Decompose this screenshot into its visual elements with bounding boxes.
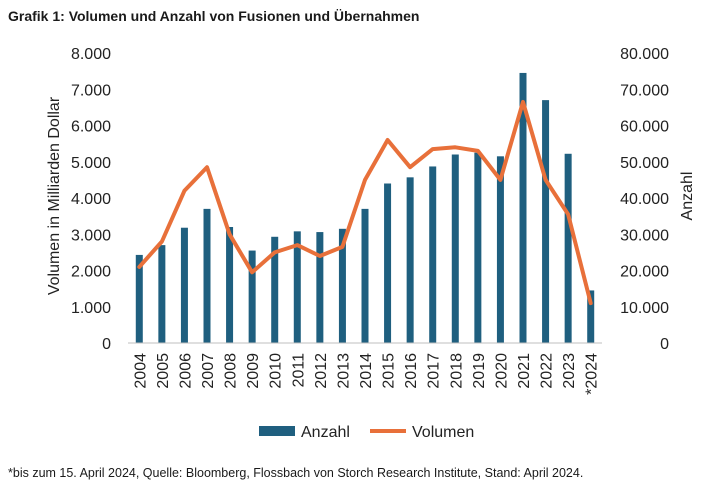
bar-anzahl-2016 [406, 177, 414, 343]
bar-anzahl-2004 [135, 254, 143, 343]
bar-anzahl-2023 [564, 153, 572, 343]
y-right-axis-label: Anzahl [679, 172, 696, 221]
bar-anzahl-2005 [158, 245, 166, 343]
bar-anzahl-2010 [271, 236, 279, 343]
bar-anzahl-2013 [338, 228, 346, 343]
x-tick-label: *2024 [584, 353, 601, 395]
y-left-tick-label: 5.000 [71, 155, 111, 172]
y-left-tick-label: 7.000 [71, 82, 111, 99]
bar-anzahl-2014 [361, 208, 369, 343]
x-tick-label: 2010 [268, 353, 285, 389]
y-left-tick-label: 3.000 [71, 227, 111, 244]
y-left-tick-label: 2.000 [71, 264, 111, 281]
bar-anzahl-2024 [587, 290, 595, 343]
y-left-tick-label: 1.000 [71, 300, 111, 317]
y-left-tick-label: 6.000 [71, 119, 111, 136]
footnote: *bis zum 15. April 2024, Quelle: Bloombe… [8, 466, 584, 480]
left-axis-ticks: 0 1.000 2.000 3.000 4.000 5.000 6.000 7.000 8.00… [71, 46, 111, 353]
y-right-tick-label: 70.000 [620, 82, 669, 99]
chart-title: Grafik 1: Volumen und Anzahl von Fusione… [8, 8, 420, 24]
bar-anzahl-2018 [451, 154, 459, 343]
bar-anzahl-2008 [226, 227, 234, 343]
y-left-tick-label: 0 [102, 336, 111, 353]
y-right-tick-label: 10.000 [620, 300, 669, 317]
y-right-tick-label: 80.000 [620, 46, 669, 63]
y-right-tick-label: 30.000 [620, 227, 669, 244]
legend-label-volumen: Volumen [412, 424, 474, 441]
y-right-tick-label: 0 [660, 336, 669, 353]
x-tick-label: 2005 [155, 353, 172, 389]
bar-anzahl-2011 [293, 231, 301, 343]
x-tick-label: 2006 [177, 353, 194, 389]
y-right-tick-label: 60.000 [620, 119, 669, 136]
x-tick-label: 2008 [223, 353, 240, 389]
bar-anzahl-2007 [203, 208, 211, 343]
legend: Anzahl Volumen [259, 424, 474, 441]
x-tick-label: 2012 [313, 353, 330, 389]
x-tick-label: 2016 [403, 353, 420, 389]
bar-anzahl-2017 [429, 166, 437, 343]
x-tick-label: 2014 [358, 353, 375, 389]
x-tick-label: 2021 [516, 353, 533, 389]
bar-anzahl-2022 [542, 100, 550, 343]
x-tick-label: 2017 [426, 353, 443, 389]
bar-anzahl-2021 [519, 72, 527, 343]
bar-anzahl-2019 [474, 152, 482, 343]
x-tick-label: 2023 [561, 353, 578, 389]
y-right-tick-label: 40.000 [620, 191, 669, 208]
x-tick-label: 2020 [493, 353, 510, 389]
x-tick-label: 2022 [539, 353, 556, 389]
right-axis-ticks: 0 10.000 20.000 30.000 40.000 50.000 60.000 70.… [620, 46, 669, 353]
x-tick-label: 2019 [471, 353, 488, 389]
y-left-axis-label: Volumen in Milliarden Dollar [46, 96, 63, 295]
y-left-tick-label: 8.000 [71, 46, 111, 63]
x-tick-label: 2018 [448, 353, 465, 389]
bar-anzahl-2009 [248, 250, 256, 343]
y-right-tick-label: 20.000 [620, 264, 669, 281]
y-right-tick-label: 50.000 [620, 155, 669, 172]
x-axis-ticks: 2004 2005 2006 2007 2008 2009 2010 2011 2012 2013… [132, 353, 600, 395]
x-tick-label: 2007 [200, 353, 217, 389]
x-tick-label: 2009 [245, 353, 262, 389]
bar-anzahl-2006 [180, 227, 188, 343]
bar-series-anzahl [135, 72, 595, 343]
x-tick-label: 2011 [290, 353, 307, 388]
y-left-tick-label: 4.000 [71, 191, 111, 208]
x-tick-label: 2004 [132, 353, 149, 389]
line-series-volumen [137, 99, 593, 306]
x-tick-label: 2015 [381, 353, 398, 389]
bar-anzahl-2015 [384, 183, 392, 343]
x-tick-label: 2013 [335, 353, 352, 389]
bar-anzahl-2012 [316, 232, 324, 343]
bar-anzahl-2020 [496, 156, 504, 343]
legend-swatch-anzahl [259, 426, 295, 436]
legend-label-anzahl: Anzahl [301, 424, 350, 441]
